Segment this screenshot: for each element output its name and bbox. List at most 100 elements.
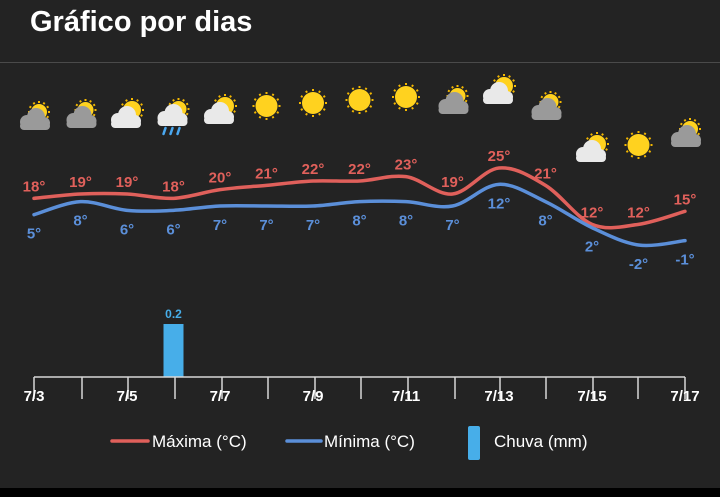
max-data-label: 15° xyxy=(674,191,697,208)
cloud-shape xyxy=(531,98,562,120)
partly-cloudy-icon xyxy=(576,132,609,162)
sun-ray xyxy=(497,75,500,78)
legend-rain-swatch xyxy=(468,426,480,460)
cloud-shape xyxy=(576,140,606,162)
sun-ray xyxy=(92,113,96,117)
sun-ray xyxy=(258,115,262,119)
sun-ray xyxy=(318,90,321,94)
sun-ray xyxy=(322,108,326,111)
sun-ray xyxy=(79,99,82,103)
max-series-line xyxy=(32,166,687,230)
sun-ray xyxy=(554,91,557,95)
sun-ray xyxy=(512,90,515,93)
sun-disc xyxy=(255,95,278,117)
legend-max-label: Máxima (°C) xyxy=(152,432,247,451)
min-data-label: -2° xyxy=(629,256,648,273)
sun-ray xyxy=(648,137,652,140)
cloud-shape xyxy=(66,106,97,128)
sun-shape xyxy=(345,86,374,114)
cloud-part xyxy=(438,106,469,114)
sun-ray xyxy=(218,95,221,98)
sun-ray xyxy=(233,110,236,113)
sun-ray xyxy=(625,150,629,153)
x-tick-label: 7/11 xyxy=(392,388,420,405)
sun-ray xyxy=(679,122,683,126)
x-tick-label: 7/9 xyxy=(303,388,324,405)
sun-disc xyxy=(395,86,417,108)
sun-ray xyxy=(92,103,96,107)
sun-ray xyxy=(451,85,454,89)
cloud-shape xyxy=(483,82,513,104)
sun-ray xyxy=(369,92,373,95)
sun-ray xyxy=(300,95,304,98)
sun-ray xyxy=(590,133,593,136)
cloudy-icon xyxy=(20,101,50,130)
max-data-label: 22° xyxy=(302,161,325,178)
min-data-label: 8° xyxy=(352,213,366,230)
x-tick-label: 7/5 xyxy=(117,388,138,405)
sun-ray xyxy=(557,105,561,109)
sun-ray xyxy=(586,137,589,140)
sun-ray xyxy=(605,148,608,151)
sun-ray xyxy=(140,114,143,117)
cloud-part xyxy=(483,96,513,104)
sun-ray xyxy=(271,93,275,97)
sun-ray xyxy=(398,84,401,88)
sun-ray xyxy=(697,132,701,136)
sun-ray xyxy=(411,106,414,110)
max-data-label: 25° xyxy=(488,148,511,165)
sun-ray xyxy=(512,79,515,82)
sun-ray xyxy=(322,95,326,98)
cloud-shape xyxy=(204,102,234,124)
sun-ray xyxy=(136,99,139,102)
min-data-label: 6° xyxy=(120,221,134,238)
sun-ray xyxy=(643,154,647,158)
max-data-label: 22° xyxy=(348,161,371,178)
sun-ray xyxy=(318,112,321,116)
sunny-icon xyxy=(299,89,327,117)
sun-ray xyxy=(125,99,128,102)
sun-ray xyxy=(625,137,629,140)
sun-ray xyxy=(305,90,308,94)
cloud-shape xyxy=(671,125,701,147)
cloud-shape xyxy=(157,104,188,126)
rain-icon xyxy=(157,98,190,136)
sun-ray xyxy=(28,105,32,109)
sun-ray xyxy=(648,150,652,153)
min-data-label: 2° xyxy=(585,239,599,256)
sun-ray xyxy=(121,103,124,106)
cloudy-icon xyxy=(671,118,701,147)
sun-ray xyxy=(697,122,701,126)
sun-ray xyxy=(393,89,397,92)
sunny-icon xyxy=(345,86,374,114)
min-data-label: 7° xyxy=(213,217,227,234)
page-title: Gráfico por dias xyxy=(30,6,253,38)
sun-ray xyxy=(346,105,350,108)
cloud-part xyxy=(157,118,188,126)
sun-disc xyxy=(302,92,324,114)
cloud-part xyxy=(111,120,141,128)
min-data-label: 8° xyxy=(399,213,413,230)
sun-ray xyxy=(693,118,697,122)
max-data-label: 23° xyxy=(395,157,418,174)
sunny-icon xyxy=(252,92,281,120)
max-data-label: 19° xyxy=(116,174,139,191)
sun-ray xyxy=(305,112,308,116)
cloud-part xyxy=(20,122,50,130)
sun-ray xyxy=(253,98,257,101)
sun-ray xyxy=(229,95,232,98)
cloud-part xyxy=(204,116,234,124)
sun-ray xyxy=(643,132,647,136)
min-data-label: 8° xyxy=(73,213,87,230)
sun-disc xyxy=(627,134,650,156)
max-data-label: 12° xyxy=(627,204,650,221)
rain-drop xyxy=(169,126,174,136)
sun-ray xyxy=(172,98,175,102)
sun-ray xyxy=(351,109,355,113)
sun-ray xyxy=(411,84,414,88)
legend-rain-label: Chuva (mm) xyxy=(494,432,588,451)
sun-ray xyxy=(461,85,464,89)
sun-ray xyxy=(415,89,419,92)
sun-ray xyxy=(46,115,50,119)
rain-bar xyxy=(163,324,184,377)
